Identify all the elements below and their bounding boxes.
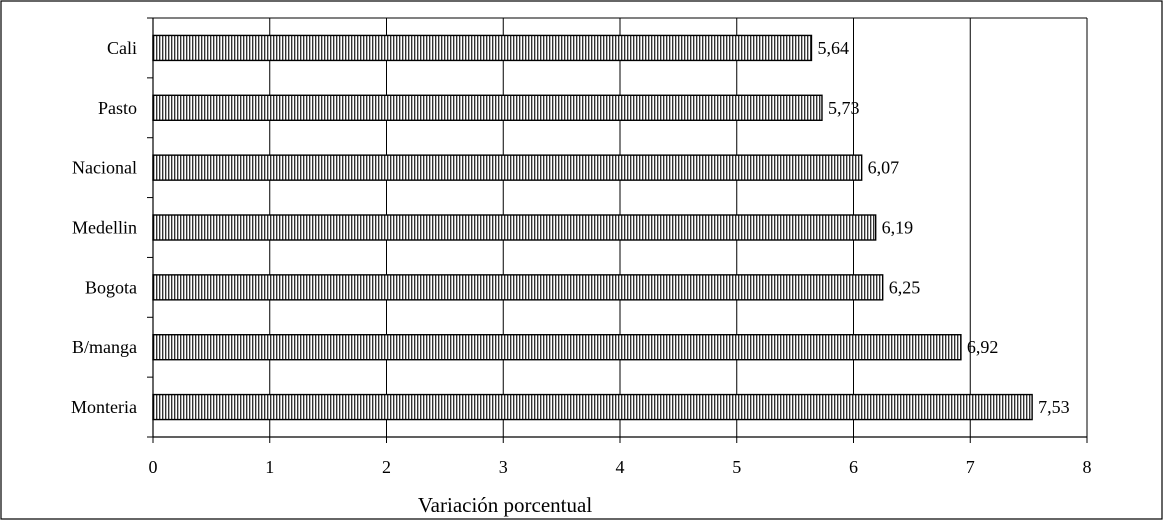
bar-nacional bbox=[152, 154, 863, 181]
data-label-pasto: 5,73 bbox=[828, 98, 860, 118]
x-tick-label-7: 7 bbox=[966, 457, 975, 477]
data-label-monteria: 7,53 bbox=[1038, 397, 1070, 417]
category-label-cali: Cali bbox=[107, 38, 137, 58]
bar-bogota bbox=[152, 274, 884, 301]
category-label-monteria: Monteria bbox=[71, 397, 137, 417]
data-label-b-manga: 6,92 bbox=[967, 337, 999, 357]
labels: 0 1 2 3 4 5 6 7 8 Cali 5,64 Pasto 5,73 Nacional 6,07 Me… bbox=[71, 38, 1091, 477]
bars bbox=[152, 34, 1033, 421]
bar-monteria bbox=[152, 393, 1033, 421]
x-tick-label-5: 5 bbox=[732, 457, 741, 477]
x-tick-label-2: 2 bbox=[382, 457, 391, 477]
data-label-medellin: 6,19 bbox=[882, 218, 914, 238]
data-label-nacional: 6,07 bbox=[868, 158, 900, 178]
category-label-bogota: Bogota bbox=[85, 277, 137, 297]
category-label-pasto: Pasto bbox=[98, 98, 137, 118]
category-label-b-manga: B/manga bbox=[72, 337, 137, 357]
x-tick-label-0: 0 bbox=[149, 457, 158, 477]
data-label-bogota: 6,25 bbox=[889, 277, 921, 297]
x-tick-label-8: 8 bbox=[1083, 457, 1092, 477]
category-label-medellin: Medellin bbox=[72, 218, 137, 238]
x-tick-label-3: 3 bbox=[499, 457, 508, 477]
bar-cali bbox=[152, 34, 813, 62]
x-tick-label-4: 4 bbox=[616, 457, 625, 477]
bar-b-manga bbox=[152, 334, 962, 361]
x-tick-label-6: 6 bbox=[849, 457, 858, 477]
bar-medellin bbox=[152, 214, 877, 241]
x-axis-title: Variación porcentual bbox=[418, 493, 593, 517]
category-label-nacional: Nacional bbox=[72, 158, 137, 178]
data-label-cali: 5,64 bbox=[817, 38, 849, 58]
x-tick-label-1: 1 bbox=[265, 457, 274, 477]
bar-pasto bbox=[152, 94, 823, 121]
